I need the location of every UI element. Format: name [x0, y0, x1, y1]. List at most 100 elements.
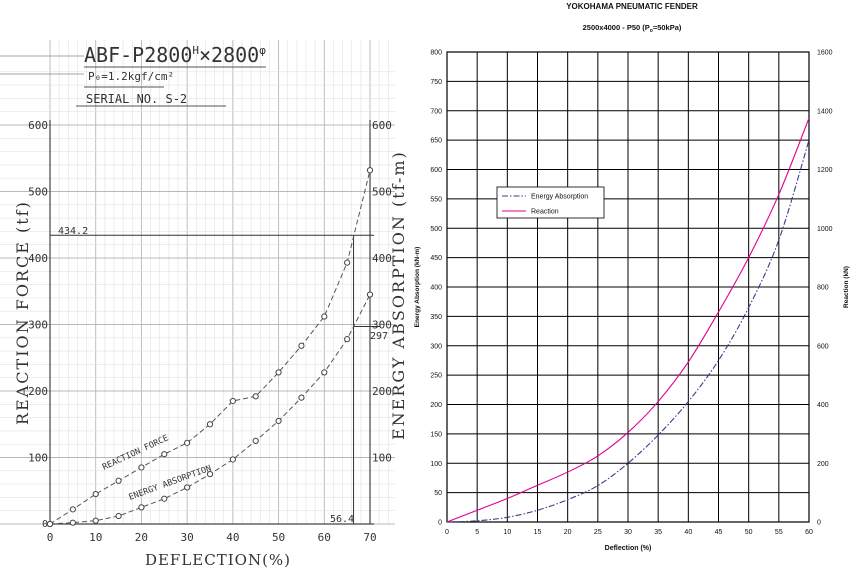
right-y-tick-label: 200 — [430, 402, 442, 409]
left-data-point — [366, 167, 374, 174]
right-x-tick-label: 20 — [564, 529, 572, 536]
energy-absorption-line — [446, 139, 810, 523]
left-data-point — [344, 336, 351, 343]
left-data-point — [229, 397, 236, 405]
left-title-model: ABF-P2800H×2800φ — [84, 43, 266, 67]
left-x-tick-label: 60 — [318, 531, 331, 544]
left-x-tick-label: 50 — [272, 531, 285, 544]
left-x-tick-label: 10 — [89, 531, 102, 544]
right-x-tick-label: 35 — [654, 529, 662, 536]
right-y-tick-label: 700 — [430, 108, 442, 115]
left-data-point — [161, 495, 168, 502]
right-y-tick-label: 750 — [430, 79, 442, 86]
left-y2-tick-label: 500 — [372, 186, 392, 199]
left-data-point — [184, 484, 191, 491]
left-data-point — [321, 369, 328, 376]
left-y-tick-label: 400 — [28, 252, 48, 265]
left-data-point — [69, 506, 76, 513]
right-y-tick-label: 350 — [430, 314, 442, 321]
right-y2-tick-label: 1400 — [817, 108, 833, 115]
legend-label: Energy Absorption — [531, 194, 588, 201]
left-pressure-label: P₀=1.2kgf/cm² — [88, 70, 174, 83]
left-data-point — [92, 490, 99, 498]
left-x-tick-label: 70 — [363, 531, 376, 544]
right-x-tick-label: 40 — [684, 529, 692, 536]
right-y-tick-label: 800 — [430, 50, 442, 57]
right-x-tick-label: 10 — [503, 529, 511, 536]
right-chart-legend: Energy Absorption Reaction — [496, 186, 605, 219]
reaction-line — [446, 117, 810, 523]
left-chart-annotations: 434.2 297 56.4 — [50, 226, 388, 525]
right-y2-tick-label: 1200 — [817, 167, 833, 174]
left-y2-tick-label: 100 — [372, 452, 392, 465]
left-y-tick-label: 100 — [28, 452, 48, 465]
right-y-tick-label: 150 — [430, 431, 442, 438]
right-y-tick-label: 600 — [430, 167, 442, 174]
right-chart-grid: 0 5 10 15 20 25 30 35 40 45 50 55 600501001502002503… — [430, 50, 832, 537]
right-y2-axis-title: Reaction (kN) — [843, 266, 850, 308]
right-y-tick-label: 300 — [430, 343, 442, 350]
left-y-tick-label: 0 — [42, 519, 48, 530]
left-x-axis-title: DEFLECTION(%) — [145, 551, 291, 569]
left-series-line-energy-absorption — [49, 294, 371, 525]
right-y-tick-label: 650 — [430, 138, 442, 145]
right-x-tick-label: 60 — [805, 529, 813, 536]
right-chart-title: YOKOHAMA PNEUMATIC FENDER — [566, 2, 698, 11]
left-data-point — [252, 437, 259, 444]
left-data-point — [92, 517, 99, 524]
left-y2-axis-title: ENERGY ABSORPTION (tf-m) — [389, 150, 408, 440]
left-y-tick-label: 200 — [28, 385, 48, 398]
left-y2-tick-label: 400 — [372, 252, 392, 265]
legend-box — [496, 186, 605, 219]
left-y2-tick-label: 200 — [372, 385, 392, 398]
left-chart-grid: 0 10 20 30 40 50 60 70 0 100 200 300 400 500 600 100 200… — [0, 40, 395, 544]
left-data-point — [138, 504, 145, 511]
left-data-point — [184, 439, 191, 446]
right-y-tick-label: 0 — [438, 520, 442, 527]
right-y-axis-title: Energy Absorption (kN-m) — [414, 247, 421, 328]
left-data-point — [46, 520, 54, 528]
right-y-tick-label: 450 — [430, 255, 442, 262]
right-y2-tick-label: 600 — [817, 343, 829, 350]
right-y2-tick-label: 400 — [817, 402, 829, 409]
reaction-max-annotation: 434.2 — [58, 226, 88, 237]
right-y-tick-label: 100 — [430, 461, 442, 468]
left-y2-tick-label: 600 — [372, 119, 392, 132]
left-y2-tick-label: 300 — [372, 319, 392, 332]
legend-label: Reaction — [531, 209, 559, 216]
left-data-point — [206, 421, 214, 428]
right-x-tick-label: 5 — [475, 529, 479, 536]
right-x-tick-label: 25 — [594, 529, 602, 536]
right-x-tick-label: 45 — [715, 529, 723, 536]
right-x-tick-label: 30 — [624, 529, 632, 536]
right-y2-tick-label: 800 — [817, 285, 829, 292]
right-plot-frame — [446, 51, 810, 523]
right-y2-tick-label: 0 — [817, 520, 821, 527]
left-data-point — [321, 313, 328, 320]
left-y-axis-title: REACTION FORCE (tf) — [13, 200, 32, 425]
right-y-tick-label: 250 — [430, 373, 442, 380]
left-data-point — [275, 417, 282, 425]
left-data-point — [115, 512, 122, 520]
left-data-point — [115, 477, 122, 484]
right-x-tick-label: 0 — [445, 529, 449, 536]
left-y-tick-label: 300 — [28, 319, 48, 332]
left-data-point — [161, 451, 168, 458]
left-data-point — [229, 456, 236, 463]
left-data-point — [138, 464, 145, 471]
right-chart-series — [446, 117, 810, 523]
right-y2-tick-label: 1000 — [817, 226, 833, 233]
right-y2-tick-label: 1600 — [817, 50, 833, 57]
left-data-point — [298, 394, 305, 401]
right-y-tick-label: 500 — [430, 226, 442, 233]
left-x-tick-label: 30 — [181, 531, 194, 544]
left-y-tick-label: 500 — [28, 186, 48, 199]
right-y-tick-label: 400 — [430, 285, 442, 292]
left-x-tick-label: 0 — [47, 531, 54, 544]
right-x-tick-label: 50 — [745, 529, 753, 536]
right-chart-subtitle: 2500x4000 - P50 (Po=50kPa) — [583, 23, 682, 34]
left-x-tick-label: 20 — [135, 531, 148, 544]
left-y-tick-label: 600 — [28, 119, 48, 132]
